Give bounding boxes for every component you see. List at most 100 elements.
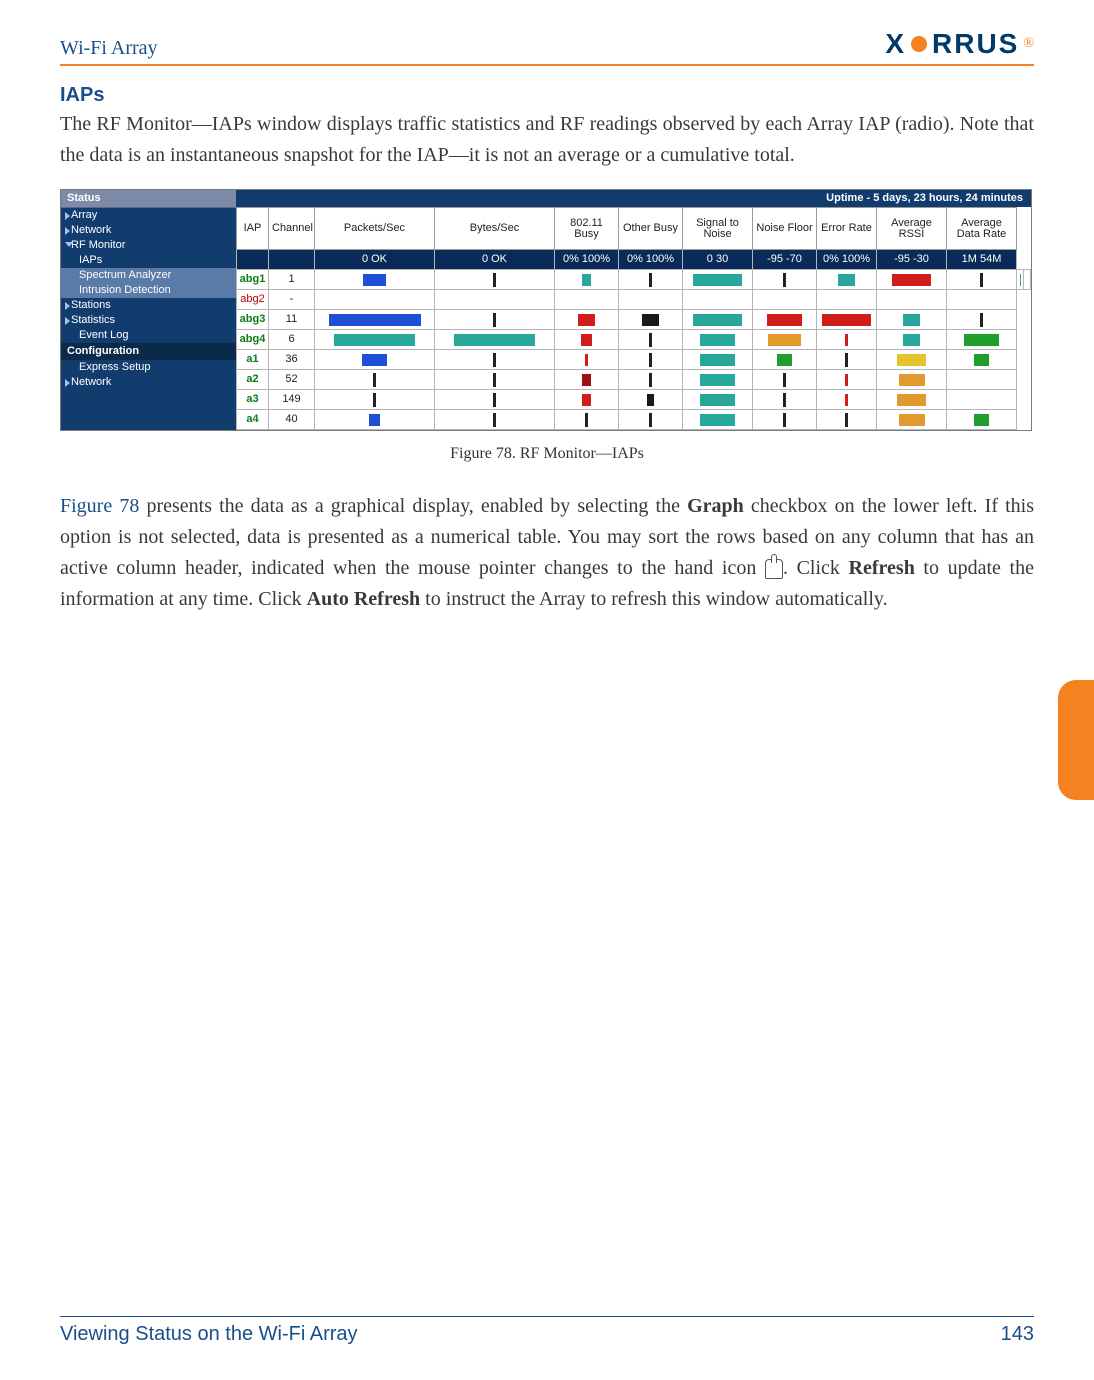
- iap-cell[interactable]: a3: [237, 390, 269, 410]
- bar-cell: [817, 350, 877, 370]
- col-header[interactable]: Bytes/Sec: [435, 208, 555, 250]
- section-title: IAPs: [60, 84, 1034, 107]
- bar-cell: [753, 270, 817, 290]
- scale-cell: 0 OK: [435, 250, 555, 270]
- rf-monitor-screenshot: Status Array Network RF Monitor IAPs Spe…: [60, 189, 1032, 431]
- channel-cell: 1: [269, 270, 315, 290]
- scale-cell: 1M 54M: [947, 250, 1017, 270]
- iap-cell[interactable]: a4: [237, 410, 269, 430]
- col-header: IAP: [237, 208, 269, 250]
- bar-cell: [753, 370, 817, 390]
- logo-text-1: X: [885, 28, 906, 60]
- sidebar-item-rfmonitor[interactable]: RF Monitor: [61, 238, 236, 253]
- bar-cell: [315, 330, 435, 350]
- bar-cell: [877, 310, 947, 330]
- bar-cell: [817, 310, 877, 330]
- bar-cell: [683, 350, 753, 370]
- sidebar-item-spectrum[interactable]: Spectrum Analyzer: [61, 268, 236, 283]
- table-row: a440: [237, 410, 1031, 430]
- sidebar-head-config: Configuration: [61, 343, 236, 360]
- bar-cell: [877, 410, 947, 430]
- scale-cell: 0% 100%: [555, 250, 619, 270]
- bar-cell: [435, 290, 555, 310]
- scale-cell: -95 -70: [753, 250, 817, 270]
- hand-cursor-icon: [765, 559, 783, 579]
- col-header[interactable]: Other Busy: [619, 208, 683, 250]
- col-header[interactable]: Noise Floor: [753, 208, 817, 250]
- bar-cell: [683, 330, 753, 350]
- figure-ref-link[interactable]: Figure 78: [60, 495, 139, 517]
- col-header: Channel: [269, 208, 315, 250]
- sidebar-item-express[interactable]: Express Setup: [61, 360, 236, 375]
- bar-cell: [947, 350, 1017, 370]
- channel-cell: 52: [269, 370, 315, 390]
- bar-cell: [1017, 270, 1024, 290]
- bar-cell: [619, 350, 683, 370]
- channel-cell: 36: [269, 350, 315, 370]
- bar-cell: [555, 290, 619, 310]
- bar-cell: [683, 290, 753, 310]
- footer-page-number: 143: [1001, 1323, 1034, 1346]
- bar-cell: [947, 310, 1017, 330]
- iap-cell[interactable]: a2: [237, 370, 269, 390]
- bar-cell: [435, 270, 555, 290]
- bar-cell: [619, 390, 683, 410]
- bar-cell: [315, 310, 435, 330]
- bar-cell: [877, 290, 947, 310]
- col-header[interactable]: 802.11 Busy: [555, 208, 619, 250]
- sidebar-item-iaps[interactable]: IAPs: [61, 253, 236, 268]
- col-header[interactable]: Signal to Noise: [683, 208, 753, 250]
- bar-cell: [435, 330, 555, 350]
- iap-cell[interactable]: abg2: [237, 290, 269, 310]
- bar-cell: [619, 290, 683, 310]
- bar-cell: [619, 370, 683, 390]
- sidebar-label: Network: [71, 224, 111, 236]
- page-thumb-tab: [1058, 680, 1094, 800]
- bar-cell: [315, 410, 435, 430]
- bar-cell: [315, 290, 435, 310]
- bar-cell: [877, 350, 947, 370]
- bar-cell: [817, 270, 877, 290]
- logo-text-2: RRUS: [932, 28, 1019, 60]
- iap-cell[interactable]: abg1: [237, 270, 269, 290]
- brand-logo: X RRUS ®: [885, 28, 1034, 60]
- bar-cell: [315, 370, 435, 390]
- figure-caption: Figure 78. RF Monitor—IAPs: [60, 445, 1034, 463]
- sidebar-item-network[interactable]: Network: [61, 223, 236, 238]
- sidebar-label: Array: [71, 209, 97, 221]
- bar-cell: [619, 270, 683, 290]
- col-header[interactable]: Average Data Rate: [947, 208, 1017, 250]
- iap-cell[interactable]: abg4: [237, 330, 269, 350]
- sidebar-item-intrusion[interactable]: Intrusion Detection: [61, 283, 236, 298]
- bar-cell: [753, 410, 817, 430]
- logo-dot-icon: [911, 36, 927, 52]
- auto-refresh-label: Auto Refresh: [307, 588, 421, 610]
- col-header[interactable]: Error Rate: [817, 208, 877, 250]
- col-header[interactable]: Packets/Sec: [315, 208, 435, 250]
- iap-cell[interactable]: a1: [237, 350, 269, 370]
- rf-table: IAPChannelPackets/SecBytes/Sec802.11 Bus…: [236, 207, 1031, 430]
- sidebar-item-array[interactable]: Array: [61, 208, 236, 223]
- col-header[interactable]: Average RSSI: [877, 208, 947, 250]
- bar-cell: [683, 410, 753, 430]
- bar-cell: [555, 270, 619, 290]
- sidebar-item-network2[interactable]: Network: [61, 375, 236, 390]
- bar-cell: [435, 310, 555, 330]
- sidebar-item-stations[interactable]: Stations: [61, 298, 236, 313]
- bar-cell: [315, 350, 435, 370]
- sidebar-item-eventlog[interactable]: Event Log: [61, 328, 236, 343]
- iap-cell[interactable]: abg3: [237, 310, 269, 330]
- bar-cell: [435, 410, 555, 430]
- bar-cell: [817, 330, 877, 350]
- bar-cell: [817, 390, 877, 410]
- bar-cell: [1024, 270, 1031, 290]
- bar-cell: [683, 270, 753, 290]
- bar-cell: [753, 350, 817, 370]
- sidebar-item-statistics[interactable]: Statistics: [61, 313, 236, 328]
- bar-cell: [877, 390, 947, 410]
- sidebar-label: RF Monitor: [71, 239, 125, 251]
- scale-cell: 0 OK: [315, 250, 435, 270]
- bar-cell: [753, 310, 817, 330]
- bar-cell: [877, 270, 947, 290]
- bar-cell: [683, 370, 753, 390]
